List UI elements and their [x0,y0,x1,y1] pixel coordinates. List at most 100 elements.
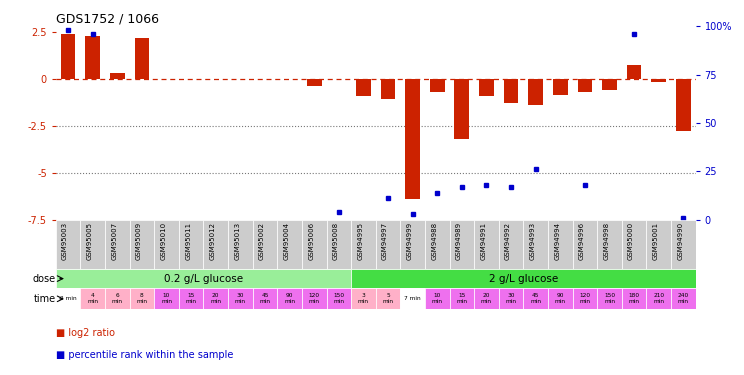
Bar [597,220,622,269]
Bar [278,288,302,309]
Text: 30
min: 30 min [506,293,516,304]
Bar [376,288,400,309]
Bar [203,220,228,269]
Text: 8
min: 8 min [136,293,147,304]
Bar [622,220,647,269]
Text: GSM95007: GSM95007 [112,222,118,260]
Text: ■ log2 ratio: ■ log2 ratio [56,327,115,338]
Bar [80,220,105,269]
Bar [105,288,129,309]
Bar [405,79,420,199]
Bar [376,220,400,269]
Bar [523,220,548,269]
Bar [449,288,474,309]
Bar [61,34,75,79]
Bar [80,288,105,309]
Text: 45
min: 45 min [260,293,271,304]
Bar [135,38,150,79]
Text: GSM95009: GSM95009 [136,222,142,260]
Bar [86,36,100,79]
Text: 180
min: 180 min [629,293,640,304]
Text: GSM95010: GSM95010 [161,222,167,260]
Bar [455,79,469,139]
Text: GSM94995: GSM94995 [357,222,363,260]
Bar [105,220,129,269]
Bar [351,269,696,288]
Text: 30
min: 30 min [235,293,246,304]
Text: 2 g/L glucose: 2 g/L glucose [489,274,558,284]
Bar [400,220,425,269]
Bar [129,220,154,269]
Text: 20
min: 20 min [211,293,221,304]
Text: dose: dose [33,274,56,284]
Text: GSM94993: GSM94993 [530,222,536,260]
Text: 90
min: 90 min [555,293,565,304]
Bar [647,220,671,269]
Bar [553,79,568,95]
Text: GSM95006: GSM95006 [308,222,314,260]
Bar [228,288,253,309]
Bar [400,288,425,309]
Text: GSM94996: GSM94996 [579,222,585,260]
Bar [302,220,327,269]
Bar [351,288,376,309]
Bar [449,220,474,269]
Bar [302,288,327,309]
Bar [203,288,228,309]
Bar [56,269,351,288]
Bar [56,288,80,309]
Text: 6
min: 6 min [112,293,123,304]
Bar [179,288,203,309]
Bar [651,79,666,82]
Bar [253,220,278,269]
Text: 45
min: 45 min [530,293,541,304]
Bar [327,220,351,269]
Text: 210
min: 210 min [653,293,664,304]
Text: GSM94992: GSM94992 [505,222,511,260]
Bar [671,220,696,269]
Text: 240
min: 240 min [678,293,689,304]
Bar [430,79,445,92]
Text: GSM94997: GSM94997 [382,222,388,260]
Text: 2 min: 2 min [60,296,77,302]
Text: GSM94991: GSM94991 [481,222,487,260]
Bar [671,288,696,309]
Text: 15
min: 15 min [186,293,196,304]
Text: GSM95003: GSM95003 [62,222,68,260]
Bar [577,79,592,92]
Bar [474,288,498,309]
Bar [356,79,371,96]
Text: 4
min: 4 min [87,293,98,304]
Text: ■ percentile rank within the sample: ■ percentile rank within the sample [56,350,233,360]
Bar [528,79,543,105]
Text: GSM94994: GSM94994 [554,222,560,260]
Bar [676,79,690,131]
Text: 20
min: 20 min [481,293,492,304]
Text: GSM95008: GSM95008 [333,222,339,260]
Text: 0.2 g/L glucose: 0.2 g/L glucose [164,274,243,284]
Text: GSM95001: GSM95001 [652,222,658,260]
Text: GSM94998: GSM94998 [603,222,609,260]
Bar [523,288,548,309]
Text: 10
min: 10 min [432,293,443,304]
Bar [548,288,573,309]
Bar [228,220,253,269]
Text: GSM95004: GSM95004 [283,222,289,260]
Bar [327,288,351,309]
Text: 10
min: 10 min [161,293,172,304]
Text: 150
min: 150 min [333,293,344,304]
Bar [474,220,498,269]
Text: GSM94988: GSM94988 [432,222,437,260]
Bar [425,220,449,269]
Bar [154,220,179,269]
Bar [626,65,641,79]
Bar [129,288,154,309]
Text: 7 min: 7 min [404,296,421,302]
Text: 120
min: 120 min [580,293,591,304]
Text: GDS1752 / 1066: GDS1752 / 1066 [56,12,158,25]
Bar [504,79,519,103]
Text: GSM95000: GSM95000 [628,222,634,260]
Text: GSM95005: GSM95005 [87,222,93,260]
Text: 5
min: 5 min [382,293,394,304]
Bar [110,73,125,79]
